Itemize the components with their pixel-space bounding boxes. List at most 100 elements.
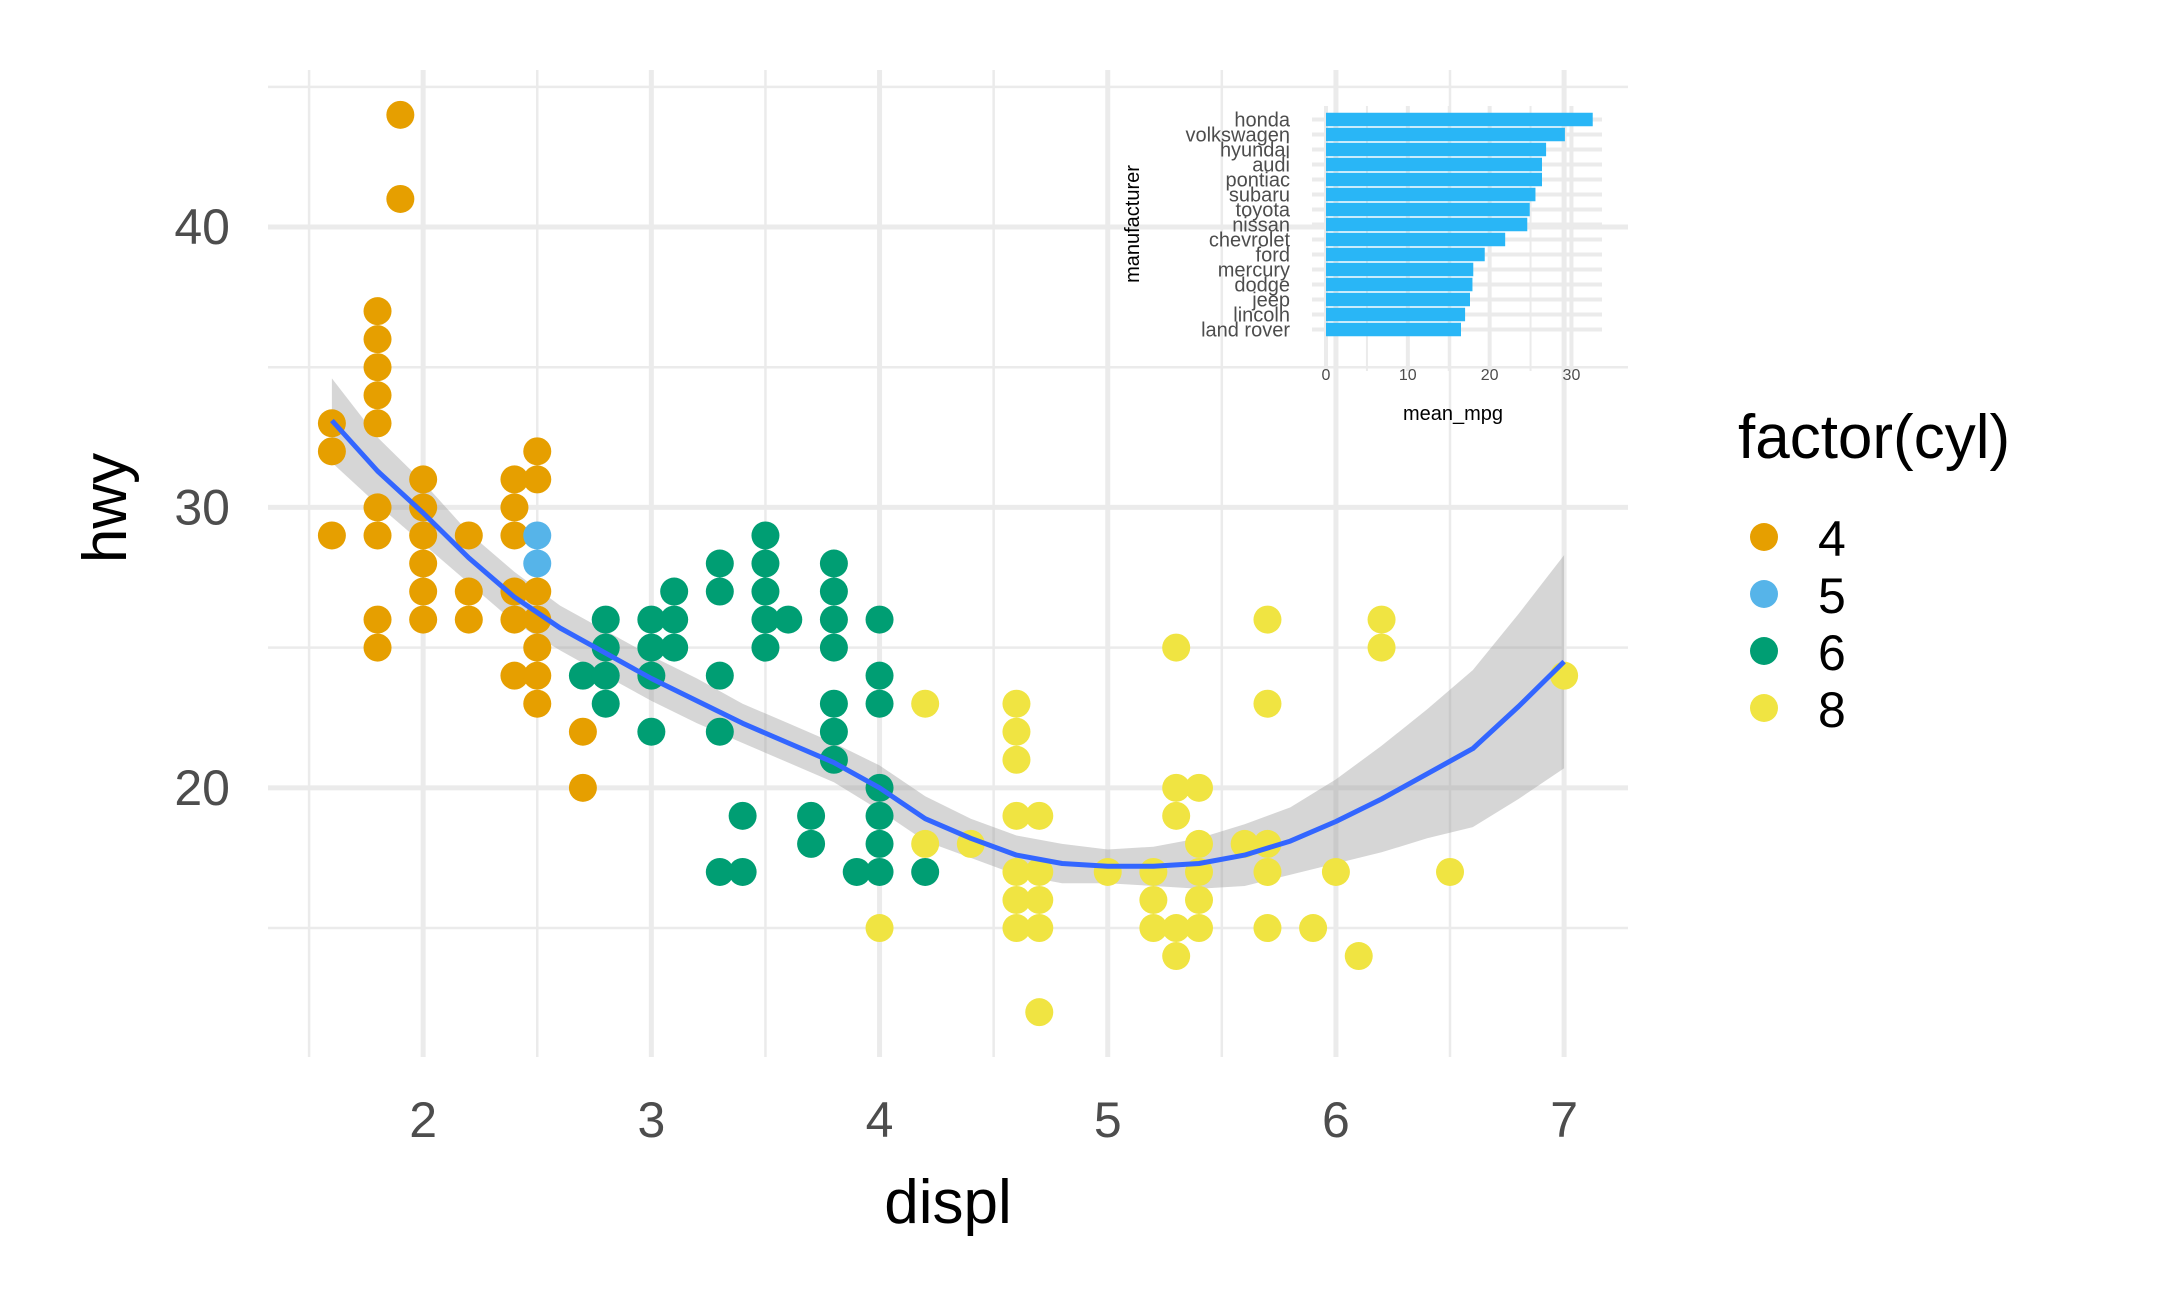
data-point-cyl-8 bbox=[1162, 942, 1191, 971]
data-point-cyl-8 bbox=[911, 829, 940, 858]
inset-category-label: mercury bbox=[1218, 260, 1290, 282]
data-point-cyl-5 bbox=[523, 521, 552, 550]
inset-bar bbox=[1326, 127, 1565, 142]
x-tick-label: 4 bbox=[866, 1092, 894, 1148]
legend-key-cyl-6 bbox=[1750, 637, 1778, 665]
data-point-cyl-6 bbox=[705, 857, 734, 886]
data-point-cyl-6 bbox=[865, 801, 894, 830]
data-point-cyl-6 bbox=[819, 577, 848, 606]
inset-bar bbox=[1326, 142, 1547, 157]
inset-bar bbox=[1326, 202, 1530, 217]
data-point-cyl-6 bbox=[819, 549, 848, 578]
data-point-cyl-6 bbox=[865, 661, 894, 690]
data-point-cyl-8 bbox=[1002, 885, 1031, 914]
data-point-cyl-6 bbox=[819, 633, 848, 662]
inset-bar bbox=[1326, 247, 1485, 262]
data-point-cyl-6 bbox=[911, 857, 940, 886]
data-point-cyl-8 bbox=[1299, 914, 1328, 943]
data-point-cyl-4 bbox=[363, 381, 392, 410]
legend-label: 4 bbox=[1818, 511, 1846, 567]
main-scatter-plot: 2 3 4 5 6 7 20 30 40 displ hwy bbox=[71, 70, 1628, 1237]
data-point-cyl-8 bbox=[1185, 885, 1214, 914]
inset-category-label: subaru bbox=[1229, 185, 1290, 207]
y-tick-label: 40 bbox=[174, 199, 230, 255]
data-point-cyl-4 bbox=[363, 493, 392, 522]
inset-x-tick-label: 0 bbox=[1322, 367, 1331, 384]
x-tick-label: 7 bbox=[1550, 1092, 1578, 1148]
data-point-cyl-4 bbox=[409, 493, 438, 522]
data-point-cyl-6 bbox=[660, 633, 689, 662]
data-point-cyl-4 bbox=[454, 605, 483, 634]
data-point-cyl-4 bbox=[523, 465, 552, 494]
smooth-line bbox=[330, 418, 1566, 869]
data-point-cyl-6 bbox=[751, 521, 780, 550]
legend-key-cyl-5 bbox=[1750, 580, 1778, 608]
data-point-cyl-8 bbox=[865, 914, 894, 943]
inset-bar-chart: hondavolkswagenhyundaiaudipontiacsubarut… bbox=[1122, 106, 1602, 425]
data-point-cyl-6 bbox=[865, 689, 894, 718]
x-tick-label: 2 bbox=[409, 1092, 437, 1148]
inset-category-label: volkswagen bbox=[1185, 125, 1290, 147]
data-point-cyl-4 bbox=[500, 577, 529, 606]
data-point-cyl-8 bbox=[1002, 801, 1031, 830]
inset-category-label: audi bbox=[1252, 155, 1290, 177]
x-tick-label: 6 bbox=[1322, 1092, 1350, 1148]
legend-label: 6 bbox=[1818, 625, 1846, 681]
data-point-cyl-4 bbox=[523, 633, 552, 662]
data-point-cyl-6 bbox=[751, 633, 780, 662]
x-axis-title: displ bbox=[884, 1168, 1012, 1237]
data-point-cyl-8 bbox=[1093, 857, 1122, 886]
data-point-cyl-4 bbox=[454, 577, 483, 606]
data-point-cyl-6 bbox=[705, 661, 734, 690]
x-tick-label: 5 bbox=[1094, 1092, 1122, 1148]
legend-title: factor(cyl) bbox=[1738, 403, 2010, 472]
data-point-cyl-4 bbox=[523, 577, 552, 606]
data-point-cyl-4 bbox=[500, 605, 529, 634]
inset-bar bbox=[1326, 307, 1466, 322]
data-point-cyl-6 bbox=[728, 857, 757, 886]
data-point-cyl-6 bbox=[797, 829, 826, 858]
data-point-cyl-8 bbox=[1253, 605, 1282, 634]
data-point-cyl-8 bbox=[1162, 633, 1191, 662]
inset-category-label: nissan bbox=[1232, 215, 1290, 237]
data-point-cyl-8 bbox=[1550, 661, 1579, 690]
data-point-cyl-4 bbox=[317, 521, 346, 550]
legend-key-cyl-8 bbox=[1750, 694, 1778, 722]
data-point-cyl-4 bbox=[409, 577, 438, 606]
data-point-cyl-4 bbox=[523, 661, 552, 690]
data-point-cyl-6 bbox=[591, 661, 620, 690]
inset-category-label: land rover bbox=[1201, 320, 1290, 342]
data-point-cyl-6 bbox=[865, 857, 894, 886]
data-point-cyl-4 bbox=[363, 633, 392, 662]
data-point-cyl-8 bbox=[1162, 914, 1191, 943]
data-point-cyl-8 bbox=[1253, 689, 1282, 718]
data-point-cyl-8 bbox=[1162, 801, 1191, 830]
data-point-cyl-8 bbox=[1139, 885, 1168, 914]
data-point-cyl-4 bbox=[386, 100, 415, 129]
data-point-cyl-6 bbox=[774, 605, 803, 634]
data-point-cyl-6 bbox=[819, 605, 848, 634]
confidence-band-area bbox=[331, 378, 1565, 889]
data-point-cyl-6 bbox=[865, 829, 894, 858]
inset-bar bbox=[1326, 217, 1528, 232]
data-point-cyl-5 bbox=[523, 549, 552, 578]
inset-x-tick-label: 30 bbox=[1563, 367, 1581, 384]
data-point-cyl-8 bbox=[1002, 745, 1031, 774]
data-point-cyl-6 bbox=[865, 605, 894, 634]
inset-category-label: hyundai bbox=[1220, 140, 1290, 162]
data-point-cyl-4 bbox=[500, 661, 529, 690]
inset-bar bbox=[1326, 172, 1542, 187]
data-point-cyl-4 bbox=[317, 437, 346, 466]
data-point-cyl-8 bbox=[1139, 914, 1168, 943]
data-point-cyl-4 bbox=[363, 297, 392, 326]
smooth-curve bbox=[330, 418, 1566, 869]
data-point-cyl-8 bbox=[1025, 801, 1054, 830]
data-point-cyl-4 bbox=[500, 521, 529, 550]
data-point-cyl-4 bbox=[363, 409, 392, 438]
data-point-cyl-8 bbox=[1344, 942, 1373, 971]
data-point-cyl-8 bbox=[1185, 773, 1214, 802]
data-point-cyl-6 bbox=[637, 605, 666, 634]
data-point-cyl-8 bbox=[1162, 773, 1191, 802]
